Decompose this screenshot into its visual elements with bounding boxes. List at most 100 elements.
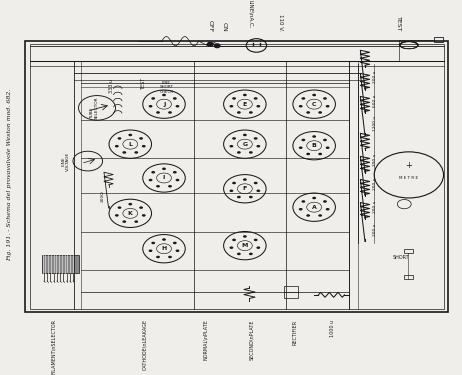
Circle shape [232,238,236,241]
Text: 1000 u: 1000 u [330,320,335,336]
Text: J: J [163,102,165,106]
Circle shape [230,145,233,147]
Circle shape [162,168,166,170]
Circle shape [176,179,179,181]
Text: I: I [163,176,165,180]
Circle shape [128,134,132,136]
Circle shape [142,214,146,217]
Circle shape [232,182,236,184]
Text: H: H [161,246,167,251]
Text: LINE
SHORT
CHECK: LINE SHORT CHECK [159,81,173,94]
Circle shape [173,242,177,244]
Circle shape [249,196,253,198]
Text: L: L [128,142,132,147]
Circle shape [156,256,160,258]
Text: A: A [312,205,316,210]
Text: LINE
VOLTAGE: LINE VOLTAGE [62,152,70,171]
Circle shape [237,253,241,255]
Circle shape [312,94,316,96]
Text: NORMAL\nPLATE: NORMAL\nPLATE [203,320,208,360]
Circle shape [301,139,305,141]
Circle shape [254,182,258,184]
Text: 200 u: 200 u [373,200,377,213]
Circle shape [115,214,119,217]
Circle shape [243,134,247,136]
Circle shape [162,238,166,241]
Circle shape [256,145,260,147]
Circle shape [306,153,310,155]
Text: 110 V.: 110 V. [278,14,283,31]
Text: +: + [406,161,412,170]
Text: SHORT: SHORT [393,255,409,260]
Circle shape [306,111,310,114]
Text: 200 u: 200 u [373,71,377,84]
Text: K: K [128,211,133,216]
Circle shape [142,145,146,147]
Circle shape [139,206,143,209]
Circle shape [139,137,143,140]
Circle shape [243,94,247,96]
Circle shape [151,171,155,174]
Circle shape [168,256,172,258]
Circle shape [306,214,310,217]
Circle shape [301,97,305,100]
Circle shape [249,111,253,114]
Circle shape [326,147,329,149]
Bar [284,286,298,298]
Circle shape [232,137,236,140]
Text: C: C [312,102,316,106]
Text: FILAMENT\nSELECTOR: FILAMENT\nSELECTOR [51,320,55,374]
Text: E: E [243,102,247,106]
Circle shape [173,171,177,174]
Circle shape [156,111,160,114]
Circle shape [299,208,303,210]
Circle shape [249,151,253,154]
Text: M E T R E: M E T R E [399,176,419,180]
Circle shape [232,97,236,100]
Circle shape [301,200,305,203]
Circle shape [162,94,166,96]
Circle shape [168,185,172,188]
Text: 200Ω: 200Ω [101,190,105,202]
Text: G: G [242,142,248,147]
Text: OFF: OFF [208,20,213,32]
Circle shape [243,235,247,238]
Circle shape [151,242,155,244]
Circle shape [122,151,126,154]
Text: 390 u: 390 u [373,154,377,166]
Bar [42,255,79,273]
Text: 200 u: 200 u [373,177,377,189]
Circle shape [323,97,327,100]
Text: 600 u: 600 u [373,94,377,106]
Bar [434,36,443,42]
Text: TUBE
SELECTOR: TUBE SELECTOR [90,96,99,119]
Text: Fig. 191. - Schema del provavalvole Weston mod. 682.: Fig. 191. - Schema del provavalvole West… [7,89,12,261]
Circle shape [117,137,122,140]
Text: 333 u: 333 u [109,79,114,93]
Circle shape [115,145,119,147]
Text: ON: ON [222,22,226,32]
Circle shape [237,111,241,114]
Circle shape [243,178,247,181]
Circle shape [256,105,260,108]
Circle shape [299,105,303,108]
Text: 200 u: 200 u [373,223,377,236]
Text: F: F [243,186,247,191]
Circle shape [117,206,122,209]
Circle shape [323,200,327,203]
Circle shape [134,151,138,154]
Text: CATHODE\nLEAKAGE: CATHODE\nLEAKAGE [142,320,147,370]
Circle shape [122,220,126,223]
Circle shape [207,42,213,46]
Circle shape [326,105,329,108]
Circle shape [156,185,160,188]
Text: B: B [312,143,316,148]
Text: LINE\nA.C.: LINE\nA.C. [249,0,253,29]
Text: SECOND\nPLATE: SECOND\nPLATE [249,320,254,360]
Bar [25,41,448,312]
Bar [404,275,413,279]
Circle shape [149,179,152,181]
Circle shape [312,197,316,199]
Circle shape [254,137,258,140]
Circle shape [214,44,220,48]
